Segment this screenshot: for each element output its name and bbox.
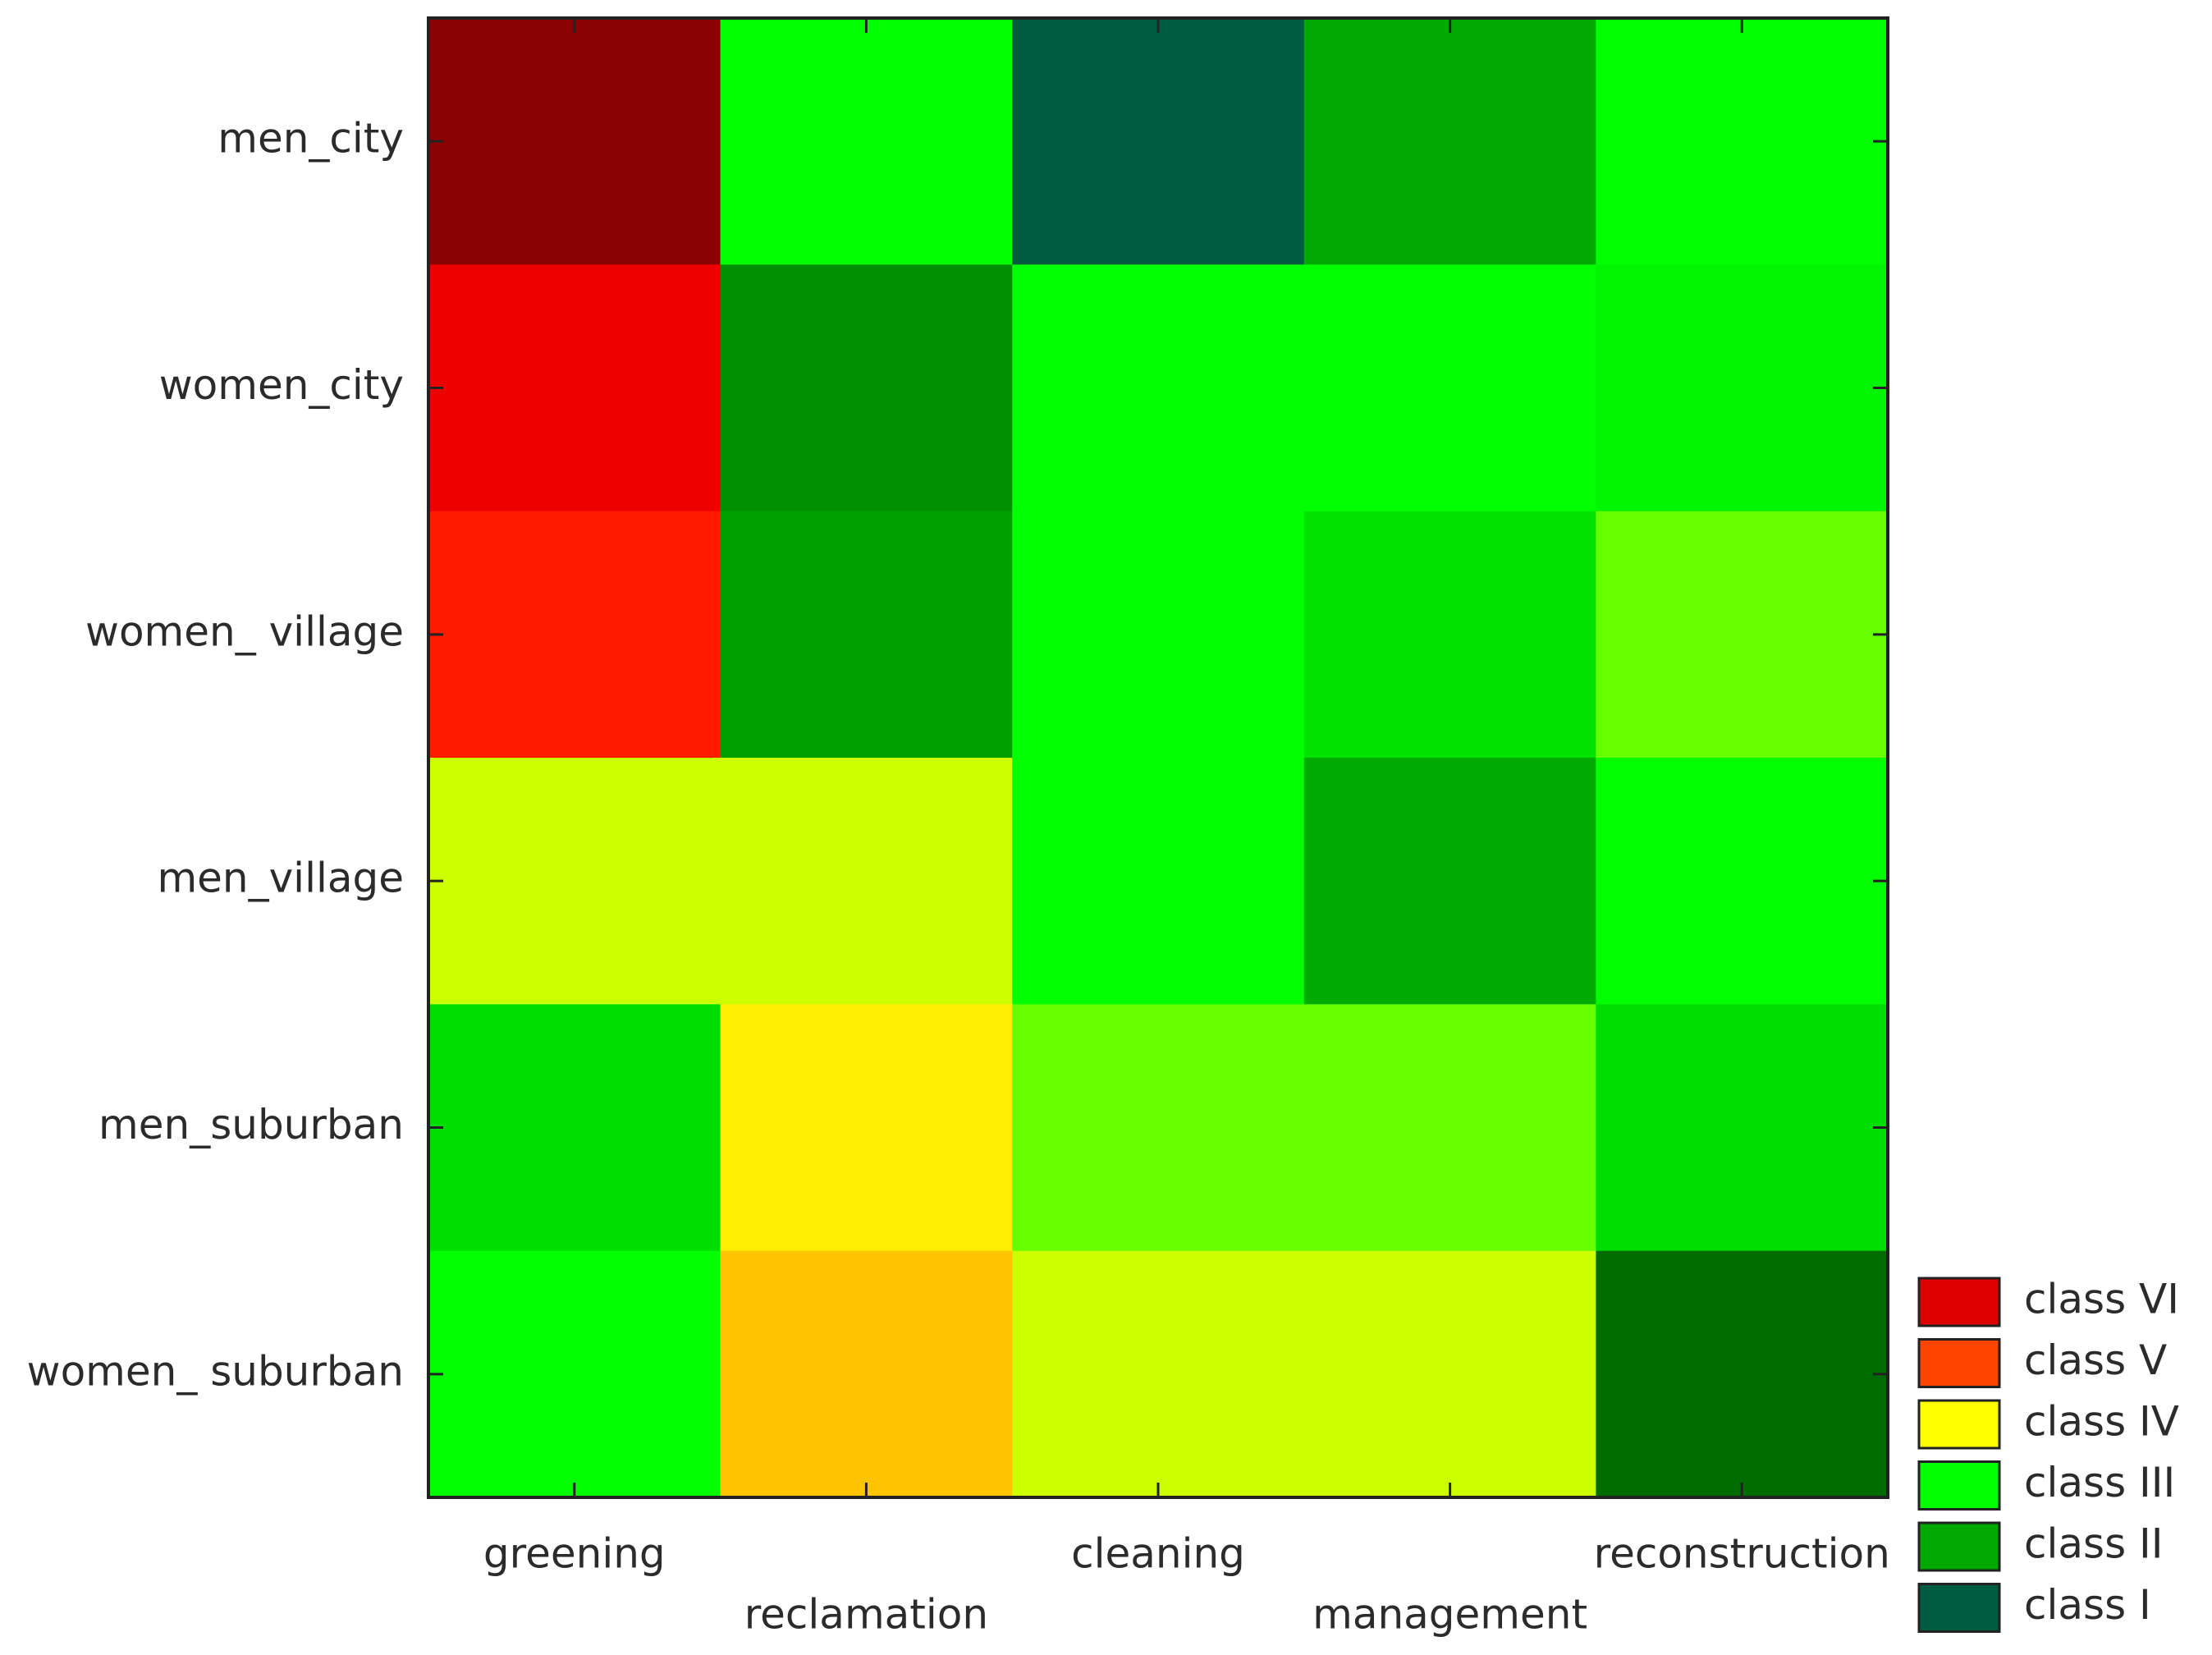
heatmap-cell: men_city / greening: class VI <box>428 18 721 265</box>
heatmap-cell: women_city / management: class III <box>1303 264 1596 512</box>
legend-swatch <box>1917 1521 2001 1572</box>
heatmap-cell: women_city / greening: class V <box>428 264 721 512</box>
heatmap-cell: men_village / cleaning: class III <box>1012 758 1305 1005</box>
heatmap-cell: men_suburban / greening: class III <box>428 1004 721 1252</box>
heatmap-cell: men_city / reclamation: class III <box>720 18 1013 265</box>
legend-swatch <box>1917 1583 2001 1633</box>
heatmap-cell: women_ suburban / reclamation: class IV <box>720 1250 1013 1498</box>
heatmap-cell: women_ village / greening: class V <box>428 511 721 759</box>
plot-frame <box>427 16 1889 1499</box>
heatmap-cell: men_village / management: class II <box>1303 758 1596 1005</box>
legend-label: class III <box>2024 1459 2175 1506</box>
axis-ticks <box>428 18 1888 1497</box>
legend-label: class IV <box>2024 1398 2179 1446</box>
x-tick-label: reclamation <box>744 1591 988 1639</box>
heatmap-cells: men_city / greening: class VImen_city / … <box>428 18 1889 1498</box>
heatmap-cell: women_city / reclamation: class II <box>720 264 1013 512</box>
heatmap-cell: women_ village / cleaning: class III <box>1012 511 1305 759</box>
x-tick-label: greening <box>483 1530 666 1578</box>
x-tick-label: cleaning <box>1071 1530 1245 1578</box>
legend-label: class VI <box>2024 1276 2179 1323</box>
heatmap-cell: men_village / reconstruction: class III <box>1596 758 1889 1005</box>
legend-label: class I <box>2024 1581 2151 1629</box>
heatmap-cell: women_city / cleaning: class III <box>1012 264 1305 512</box>
heatmap-cell: men_suburban / management: class III <box>1303 1004 1596 1252</box>
legend-swatch <box>1917 1399 2001 1450</box>
x-tick-label: reconstruction <box>1594 1530 1890 1578</box>
x-axis-labels: greening reclamation cleaning managementrec… <box>483 1530 1890 1639</box>
y-tick-label: men_village <box>157 855 404 902</box>
heatmap-cell: men_city / reconstruction: class III <box>1596 18 1889 265</box>
y-tick-label: women_ suburban <box>27 1347 404 1395</box>
heatmap-cell: men_village / reclamation: class IV <box>720 758 1013 1005</box>
y-tick-label: women_ village <box>85 607 404 655</box>
heatmap-cell: men_suburban / reclamation: class IV <box>720 1004 1013 1252</box>
legend-label: class II <box>2024 1520 2164 1568</box>
heatmap-cell: women_ village / reconstruction: class I… <box>1596 511 1889 759</box>
legend-swatch <box>1917 1277 2001 1327</box>
y-tick-label: women_city <box>159 361 404 409</box>
heatmap-cell: women_ village / management: class III <box>1303 511 1596 759</box>
heatmap-cell: women_ suburban / cleaning: class IV <box>1012 1250 1305 1498</box>
heatmap-cell: women_ suburban / management: class IV <box>1303 1250 1596 1498</box>
legend: class VI class V class IV class III class II… <box>1917 1276 2179 1633</box>
heatmap-cell: men_city / management: class II <box>1303 18 1596 265</box>
heatmap-cell: women_ village / reclamation: class II <box>720 511 1013 759</box>
x-tick-label: management <box>1312 1591 1587 1639</box>
heatmap-cell: men_suburban / reconstruction: class III <box>1596 1004 1889 1252</box>
legend-swatch <box>1917 1338 2001 1388</box>
heatmap-cell: women_city / reconstruction: class III <box>1596 264 1889 512</box>
legend-label: class V <box>2024 1336 2167 1384</box>
heatmap-cell: men_suburban / cleaning: class III <box>1012 1004 1305 1252</box>
heatmap-cell: men_village / greening: class IV <box>428 758 721 1005</box>
y-axis-labels: men_city women_city women_ village men_vill… <box>27 115 404 1396</box>
y-tick-label: men_suburban <box>98 1101 404 1148</box>
heatmap-cell: men_city / cleaning: class I <box>1012 18 1305 265</box>
legend-swatch <box>1917 1460 2001 1511</box>
heatmap-cell: women_ suburban / greening: class III <box>428 1250 721 1498</box>
y-tick-label: men_city <box>218 115 404 163</box>
heatmap-cell: women_ suburban / reconstruction: class … <box>1596 1250 1889 1498</box>
